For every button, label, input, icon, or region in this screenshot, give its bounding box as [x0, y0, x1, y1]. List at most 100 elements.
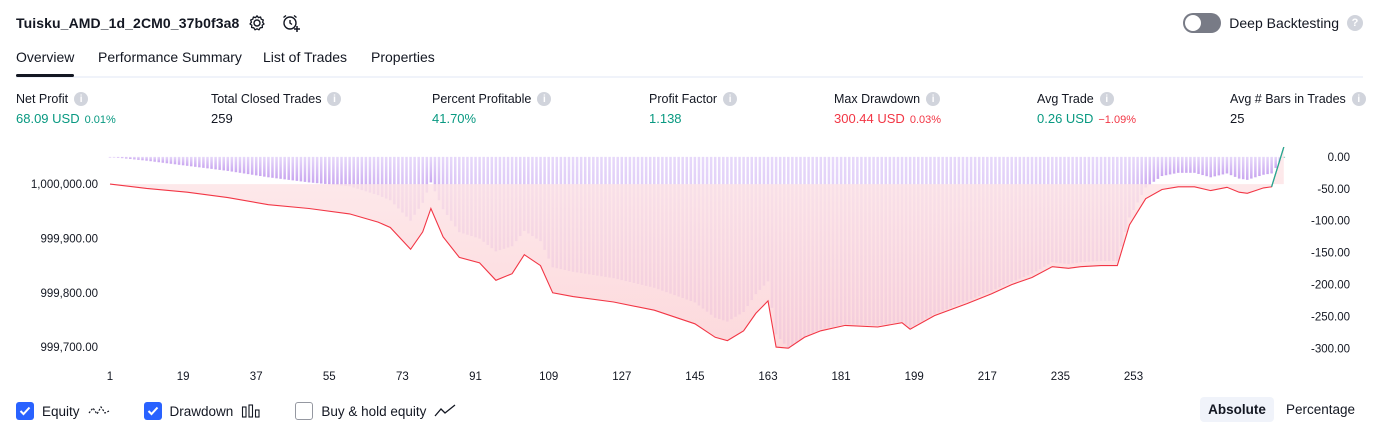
drawdown-bar	[319, 156, 323, 184]
metric-label: Total Closed Trades	[211, 92, 322, 106]
legend-buy-hold[interactable]: Buy & hold equity	[295, 402, 456, 420]
drawdown-bar	[1160, 156, 1164, 177]
drawdown-bar	[1246, 156, 1249, 180]
deep-backtesting-toggle[interactable]	[1183, 13, 1222, 33]
info-icon[interactable]: i	[1351, 92, 1366, 106]
scale-mode-switch: Absolute Percentage	[1200, 397, 1363, 422]
absolute-button[interactable]: Absolute	[1200, 397, 1274, 422]
metric-label: Avg # Bars in Trades	[1230, 92, 1346, 106]
drawdown-bar	[368, 156, 372, 193]
metric-avg-bars-in-trades: Avg # Bars in Trades i 25	[1230, 92, 1366, 126]
drawdown-bar	[210, 156, 213, 169]
right-axis-label: 0.00	[1328, 152, 1350, 164]
info-icon[interactable]: i	[327, 92, 342, 106]
drawdown-bar	[364, 156, 368, 192]
drawdown-bar	[393, 156, 396, 205]
drawdown-bar	[1164, 156, 1168, 176]
left-axis: 1,000,000.00 999,900.00 999,800.00 999,700.…	[31, 179, 98, 354]
drawdown-bar	[1168, 156, 1172, 175]
drawdown-bar	[1201, 156, 1204, 176]
equity-area	[109, 146, 1285, 349]
drawdown-bar	[1241, 156, 1245, 180]
drawdown-bar	[1262, 156, 1265, 175]
drawdown-bar	[295, 156, 299, 181]
drawdown-bar	[1266, 156, 1269, 175]
drawdown-bar	[287, 156, 290, 180]
metric-value: 0.26 USD	[1037, 111, 1094, 126]
help-icon[interactable]: ?	[1347, 15, 1363, 31]
x-axis-label: 181	[832, 371, 851, 383]
drawdown-bar	[157, 156, 160, 163]
legend-drawdown[interactable]: Drawdown	[143, 402, 262, 420]
tab-performance-summary[interactable]: Performance Summary	[98, 49, 242, 65]
buy-hold-line-icon	[434, 404, 456, 417]
info-icon[interactable]: i	[723, 92, 738, 106]
metric-value: 25	[1230, 111, 1245, 126]
x-axis-label: 109	[539, 371, 558, 383]
left-axis-label: 999,700.00	[40, 342, 98, 354]
equity-line-last-segment	[1270, 146, 1285, 187]
metric-net-profit: Net Profit i 68.09 USD 0.01%	[16, 92, 116, 126]
tab-list-of-trades[interactable]: List of Trades	[263, 49, 348, 65]
left-axis-label: 999,800.00	[40, 288, 98, 300]
metric-value: 68.09 USD	[16, 111, 80, 126]
drawdown-bar	[348, 156, 351, 187]
drawdown-bar	[1136, 156, 1139, 203]
drawdown-bar	[1229, 156, 1233, 176]
drawdown-bar	[218, 156, 221, 170]
metric-profit-factor: Profit Factor i 1.138	[649, 92, 738, 126]
info-icon[interactable]: i	[537, 92, 552, 106]
right-axis-label: -100.00	[1311, 216, 1350, 228]
drawdown-bar	[429, 156, 433, 183]
drawdown-bar	[1140, 156, 1143, 196]
drawdown-bar	[108, 156, 112, 158]
drawdown-bar	[1193, 156, 1196, 173]
drawdown-bar	[1254, 156, 1257, 178]
drawdown-bar	[246, 156, 250, 175]
x-axis-label: 19	[177, 371, 190, 383]
drawdown-bar	[397, 156, 400, 209]
drawdown-bar	[1225, 156, 1229, 174]
drawdown-bar	[275, 156, 278, 179]
info-icon[interactable]: i	[74, 92, 89, 106]
drawdown-bar	[165, 156, 169, 164]
drawdown-bar	[129, 156, 132, 159]
equity-checkbox[interactable]	[16, 402, 34, 420]
info-icon[interactable]: i	[926, 92, 941, 106]
drawdown-bar	[1172, 156, 1176, 174]
drawdown-bar	[214, 156, 217, 170]
drawdown-bar	[1189, 156, 1192, 173]
settings-gear-icon[interactable]	[247, 13, 267, 33]
metrics-row: Net Profit i 68.09 USD 0.01% Total Closed …	[0, 92, 1379, 132]
drawdown-bar	[194, 156, 197, 167]
legend-label: Drawdown	[169, 403, 234, 419]
drawdown-bar	[145, 156, 148, 161]
tab-overview[interactable]: Overview	[16, 49, 75, 77]
info-icon[interactable]: i	[1099, 92, 1114, 106]
x-axis-label: 235	[1051, 371, 1070, 383]
drawdown-bar	[1205, 156, 1208, 177]
drawdown-bar	[433, 156, 437, 192]
drawdown-bar	[226, 156, 230, 171]
drawdown-bar	[267, 156, 270, 178]
drawdown-bar	[181, 156, 185, 166]
metric-max-drawdown: Max Drawdown i 300.44 USD 0.03%	[834, 92, 941, 126]
equity-drawdown-chart[interactable]: 1,000,000.00 999,900.00 999,800.00 999,700.…	[0, 140, 1379, 388]
x-axis-label: 217	[978, 371, 997, 383]
drawdown-bar	[120, 156, 124, 159]
drawdown-bar	[360, 156, 364, 191]
drawdown-bar	[234, 156, 238, 173]
metric-percent: −1.09%	[1098, 114, 1136, 126]
tab-properties[interactable]: Properties	[371, 49, 435, 65]
drawdown-bar	[441, 156, 445, 210]
drawdown-bar	[116, 156, 120, 158]
buy-hold-checkbox[interactable]	[295, 402, 314, 420]
metric-percent: 0.01%	[84, 114, 116, 126]
legend-equity[interactable]: Equity	[16, 402, 110, 420]
drawdown-bar	[189, 156, 193, 167]
percentage-button[interactable]: Percentage	[1285, 402, 1355, 417]
drawdown-checkbox[interactable]	[143, 402, 162, 420]
drawdown-bar	[1156, 156, 1160, 179]
add-alert-clock-icon[interactable]	[281, 13, 301, 33]
right-axis: 0.00 -50.00 -100.00 -150.00 -200.00 -250.00 -3…	[1311, 152, 1350, 356]
